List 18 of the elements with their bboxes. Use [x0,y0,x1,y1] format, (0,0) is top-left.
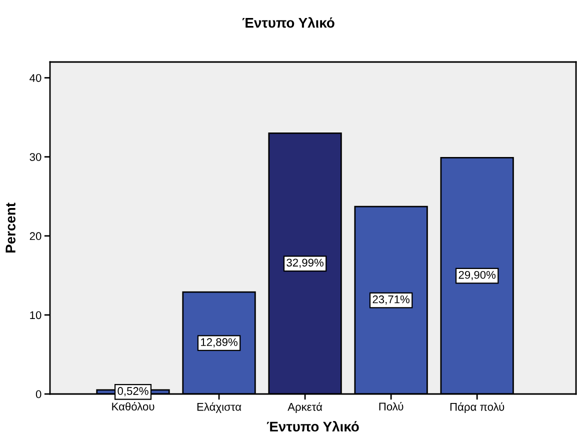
chart-title: Έντυπο Υλικό [242,17,334,28]
y-tick-label: 10 [30,311,42,320]
y-axis-title: Percent [6,202,16,253]
x-tick-label: Καθόλου [112,402,154,410]
y-tick-label: 0 [36,390,42,398]
y-tick-label: 40 [30,74,42,82]
data-label: 12,89% [201,338,238,348]
data-label: 0,52% [118,387,148,396]
x-tick-label: Πολύ [379,402,404,410]
x-axis-title: Έντυπο Υλικό [266,420,359,432]
x-tick-label: Ελάχιστα [197,402,242,413]
x-tick-label: Πάρα πολύ [450,402,504,414]
x-tick-label: Αρκετά [288,402,322,414]
data-label: 29,90% [458,270,496,280]
y-tick-label: 30 [30,153,42,161]
y-tick-label: 20 [30,232,42,240]
data-label: 23,71% [372,295,410,305]
data-label: 32,99% [286,258,324,268]
